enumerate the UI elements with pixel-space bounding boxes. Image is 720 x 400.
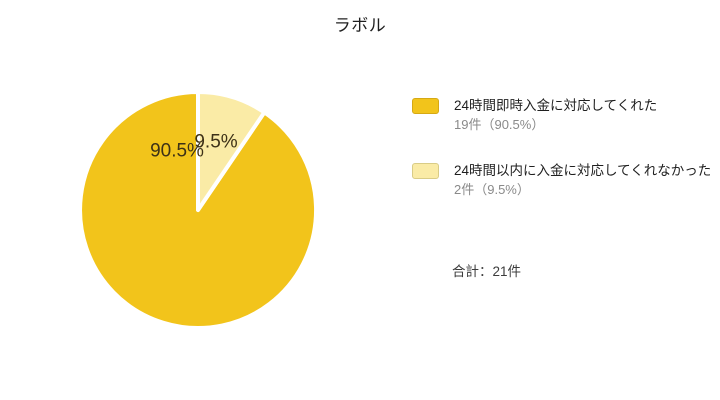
legend-item-texts: 24時間以内に入金に対応してくれなかった 2件（9.5%） [454,161,711,200]
legend-item-label: 24時間以内に入金に対応してくれなかった [454,163,712,178]
legend-item[interactable]: 24時間即時入金に対応してくれた 19件（90.5%） [412,96,720,135]
pie-chart-svg [78,90,318,330]
pie-slice-minor[interactable] [196,90,267,212]
legend-swatch-icon [412,98,439,114]
legend-swatch-icon [412,163,439,179]
legend-total-label: 合計：21件 [452,264,522,279]
legend-item-count: 2件（9.5%） [454,182,530,197]
page-title: ラボル [333,16,387,35]
legend-item-label: 24時間即時入金に対応してくれた [454,98,658,113]
legend: 24時間即時入金に対応してくれた 19件（90.5%） 24時間以内に入金に対応… [412,96,720,226]
pie-chart: 90.5% 9.5% [78,90,318,330]
legend-item-count: 19件（90.5%） [454,117,545,132]
legend-item-texts: 24時間即時入金に対応してくれた 19件（90.5%） [454,96,657,135]
legend-item[interactable]: 24時間以内に入金に対応してくれなかった 2件（9.5%） [412,161,720,200]
